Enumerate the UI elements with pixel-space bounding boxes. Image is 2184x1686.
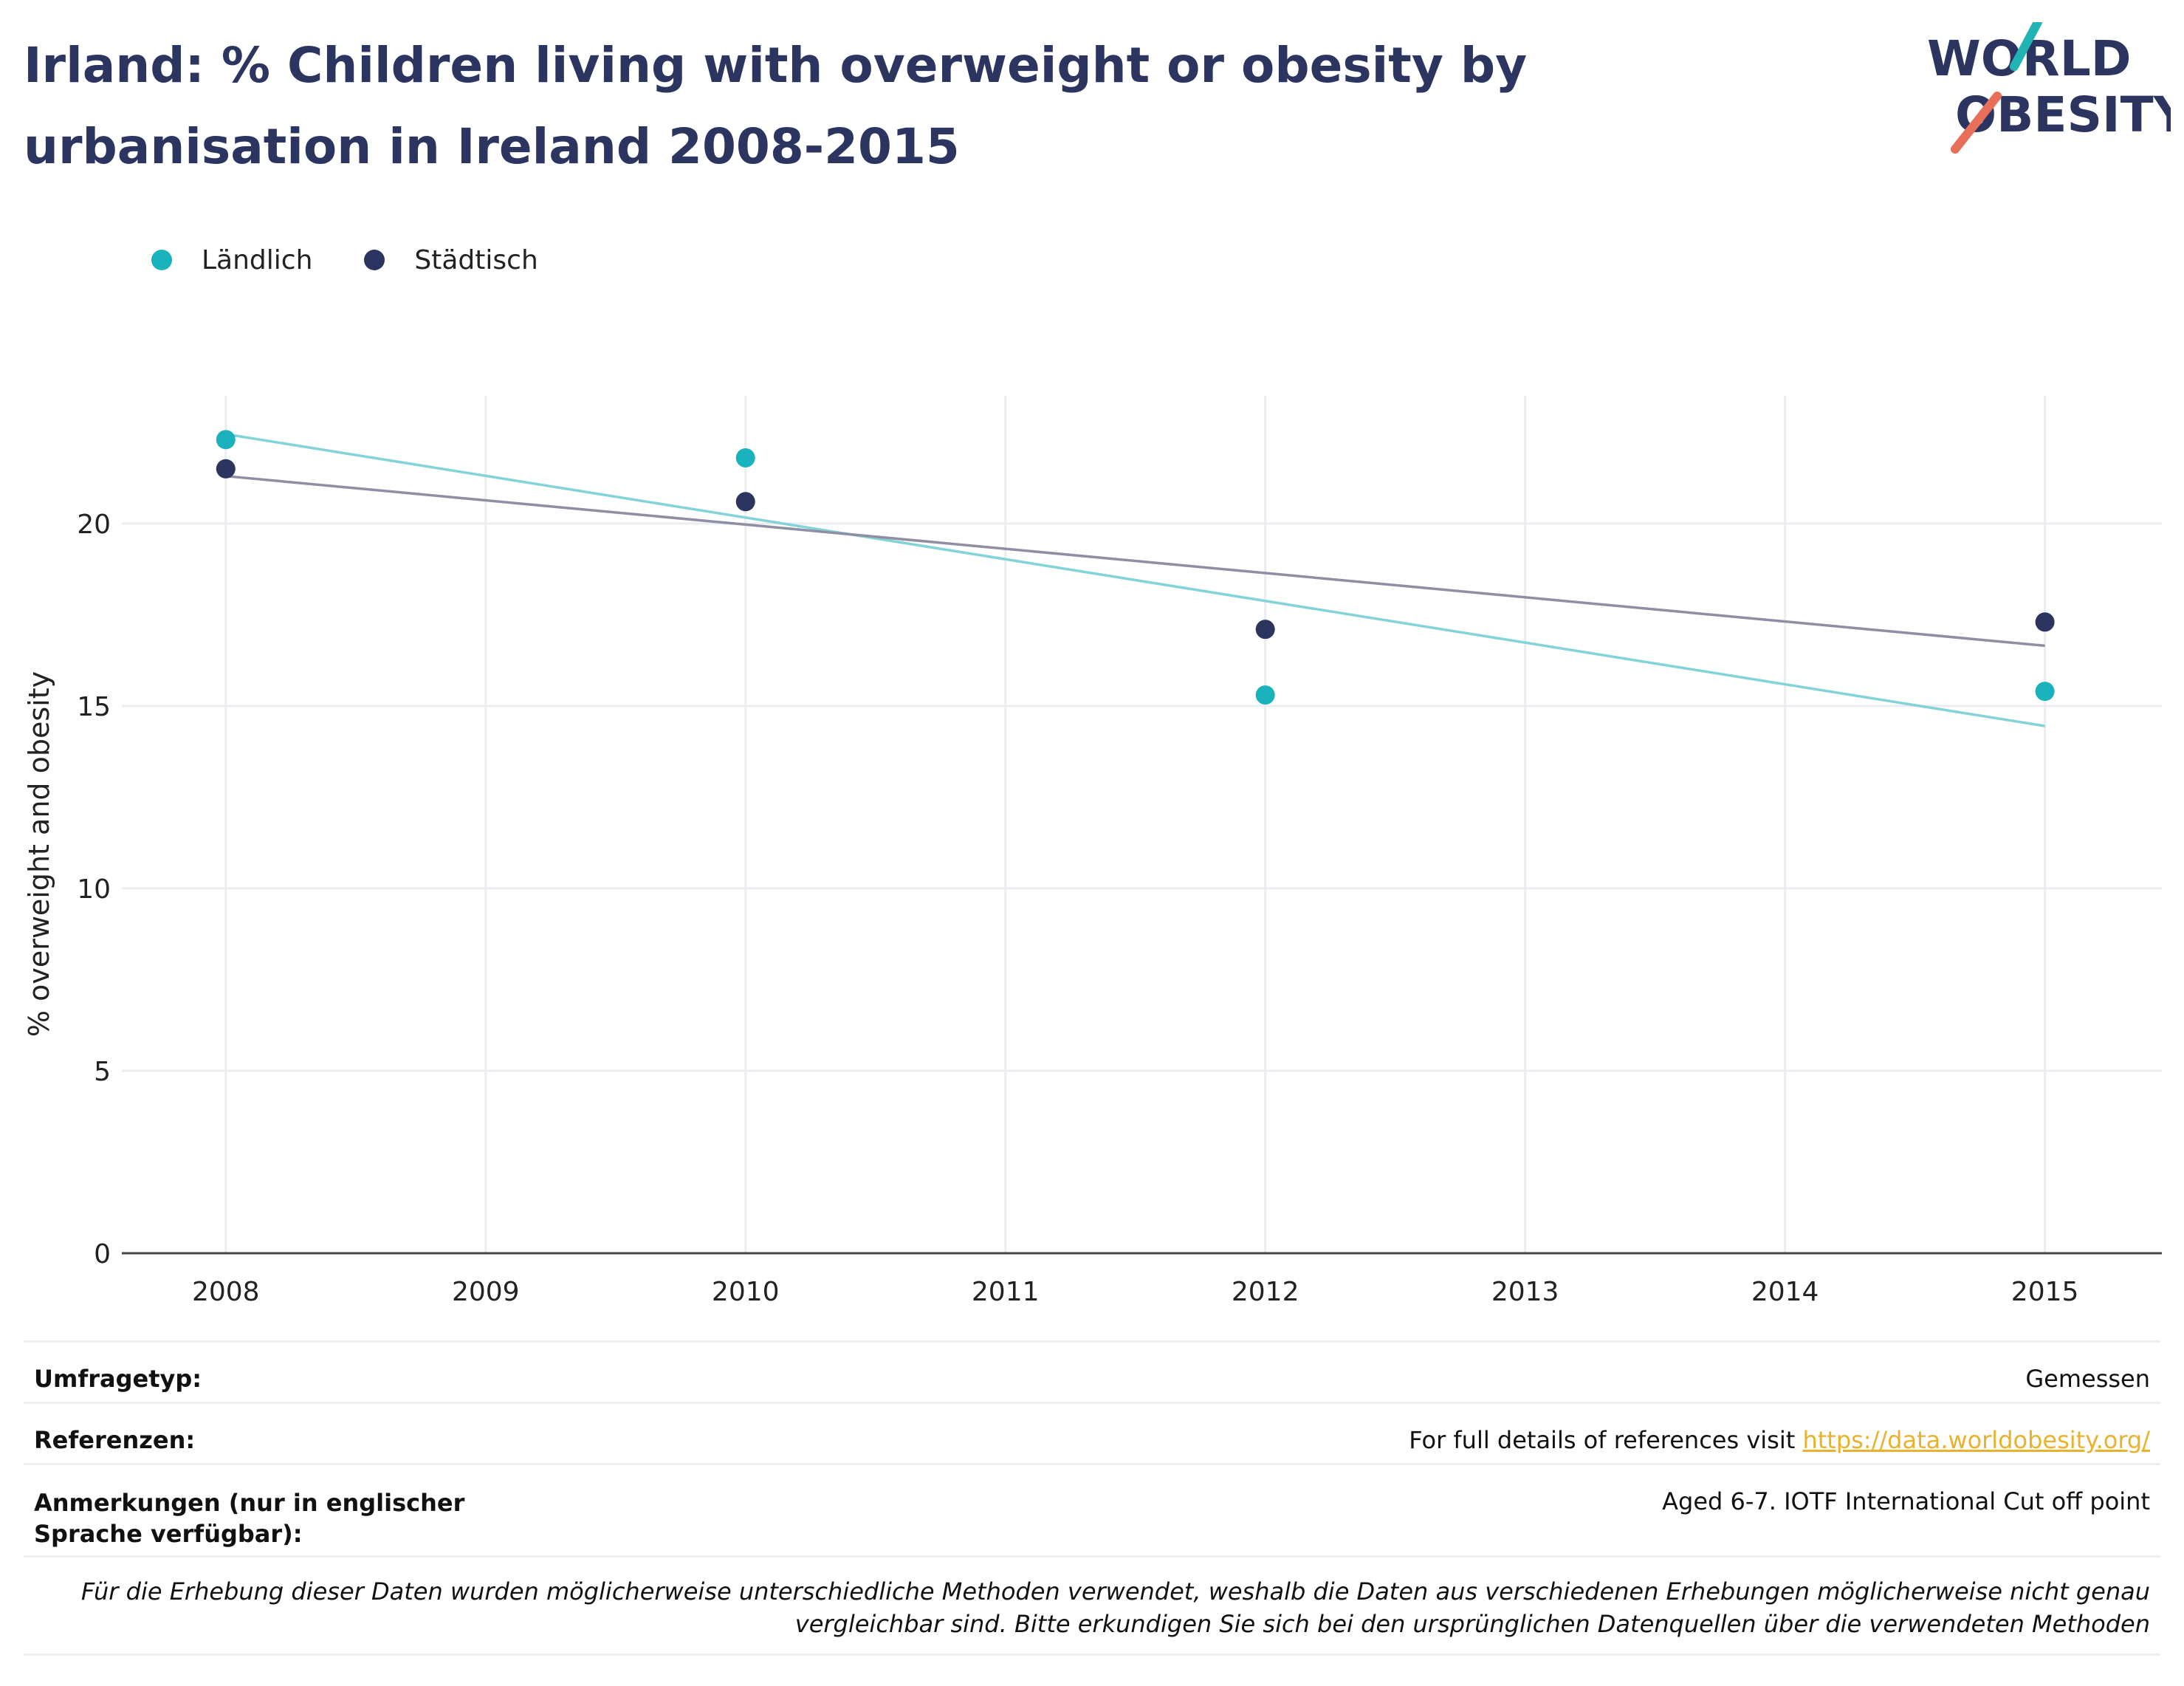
- legend-label-staedtisch: Städtisch: [414, 244, 538, 275]
- y-tick-label-5: 5: [94, 1057, 111, 1087]
- point-staedtisch-2010: [735, 492, 755, 512]
- legend-dot-staedtisch: [364, 250, 385, 270]
- point-staedtisch-2008: [216, 459, 236, 479]
- x-tick-label-2011: 2011: [972, 1277, 1040, 1307]
- point-staedtisch-2012: [1255, 620, 1275, 640]
- point-laendlich-2010: [735, 448, 755, 467]
- logo-coral-slash: [1951, 92, 2002, 154]
- tick-layer: 2008 2009 2010 2011 2012 2013 2014 2015 0 5 10 15 20: [77, 510, 2162, 1307]
- x-tick-label-2008: 2008: [192, 1277, 260, 1307]
- trend-line-staedtisch: [225, 474, 2045, 648]
- point-laendlich-2008: [216, 430, 236, 450]
- logo-teal-slash: [2010, 22, 2042, 71]
- info-row-survey: Umfragetyp: Gemessen: [24, 1340, 2160, 1402]
- references-value: For full details of references visit htt…: [1409, 1426, 2150, 1454]
- y-axis-label: % overweight and obesity: [23, 671, 55, 1037]
- point-staedtisch-2015: [2035, 612, 2055, 632]
- chart-legend: Ländlich Städtisch: [151, 244, 590, 276]
- survey-type-value: Gemessen: [2025, 1365, 2150, 1393]
- page-title: Irland: % Children living with overweigh…: [24, 37, 1528, 175]
- x-tick-label-2014: 2014: [1751, 1277, 1819, 1307]
- y-tick-label-15: 15: [77, 692, 111, 722]
- logo-line2: OBESITY: [1955, 86, 2171, 143]
- notes-label: Anmerkungen (nur in englischer Sprache v…: [34, 1489, 465, 1548]
- grid-layer: [122, 396, 2162, 1253]
- world-obesity-logo: WORLD OBESITY: [1927, 22, 2171, 154]
- legend-item-staedtisch[interactable]: Städtisch: [364, 245, 538, 275]
- y-tick-label-20: 20: [77, 510, 111, 540]
- legend-item-laendlich[interactable]: Ländlich: [151, 245, 312, 275]
- x-tick-label-2012: 2012: [1232, 1277, 1299, 1307]
- trend-layer: [225, 433, 2045, 727]
- disclaimer-line2: vergleichbar sind. Bitte erkundigen Sie …: [794, 1610, 2150, 1638]
- references-text: For full details of references visit: [1409, 1426, 1803, 1454]
- x-tick-label-2013: 2013: [1491, 1277, 1559, 1307]
- legend-dot-laendlich: [151, 250, 172, 270]
- point-laendlich-2015: [2035, 682, 2055, 702]
- disclaimer-line1: Für die Erhebung dieser Daten wurden mög…: [80, 1577, 2150, 1606]
- y-tick-label-10: 10: [77, 874, 111, 905]
- x-tick-label-2015: 2015: [2011, 1277, 2079, 1307]
- x-tick-label-2009: 2009: [452, 1277, 520, 1307]
- info-table: Umfragetyp: Gemessen Referenzen: For ful…: [24, 1340, 2160, 1656]
- legend-label-laendlich: Ländlich: [202, 244, 313, 275]
- point-laendlich-2012: [1255, 685, 1275, 705]
- survey-type-label: Umfragetyp:: [34, 1365, 202, 1393]
- references-label: Referenzen:: [34, 1426, 196, 1454]
- point-layer: [216, 430, 2055, 705]
- disclaimer: Für die Erhebung dieser Daten wurden mög…: [24, 1555, 2160, 1656]
- y-tick-label-0: 0: [94, 1239, 111, 1269]
- x-tick-label-2010: 2010: [712, 1277, 780, 1307]
- scatter-chart: 2008 2009 2010 2011 2012 2013 2014 201505101520…: [23, 396, 2162, 1307]
- references-link[interactable]: https://data.worldobesity.org/: [1802, 1426, 2150, 1454]
- trend-line-laendlich: [225, 433, 2045, 727]
- info-row-notes: Anmerkungen (nur in englischer Sprache v…: [24, 1463, 2160, 1555]
- info-row-references: Referenzen: For full details of referenc…: [24, 1402, 2160, 1463]
- notes-value: Aged 6-7. IOTF International Cut off poi…: [1662, 1487, 2150, 1515]
